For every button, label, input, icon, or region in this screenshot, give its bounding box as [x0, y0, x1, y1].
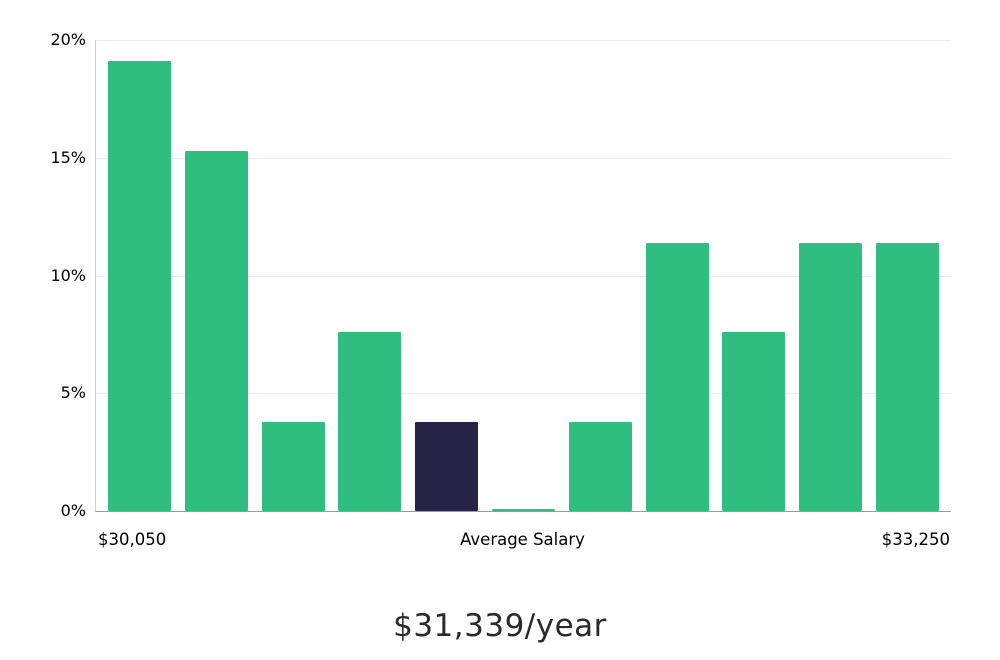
x-label-min-salary: $30,050: [98, 530, 167, 549]
bar: [338, 332, 402, 511]
bar: [491, 508, 555, 511]
bar: [184, 150, 248, 511]
x-axis-labels: $30,050 Average Salary $33,250: [95, 530, 950, 554]
bar: [108, 61, 171, 511]
y-tick-label: 15%: [50, 147, 86, 167]
x-label-max-salary: $33,250: [881, 530, 950, 549]
bar-average-highlight: [415, 421, 479, 511]
y-tick-label: 10%: [50, 265, 86, 285]
plot-area: 0% 5% 10% 15% 20%: [50, 32, 951, 519]
bars-container: [96, 40, 951, 511]
y-tick-label: 0%: [60, 501, 86, 520]
x-label-average-salary: Average Salary: [460, 530, 585, 549]
bar: [722, 332, 786, 511]
bar: [261, 421, 325, 511]
y-tick-label: 20%: [50, 30, 86, 49]
bar: [799, 242, 863, 511]
bar: [645, 242, 709, 511]
bar: [875, 242, 939, 511]
y-tick-label: 5%: [60, 383, 86, 403]
average-salary-value: $31,339/year: [393, 608, 607, 644]
bar: [568, 421, 632, 511]
